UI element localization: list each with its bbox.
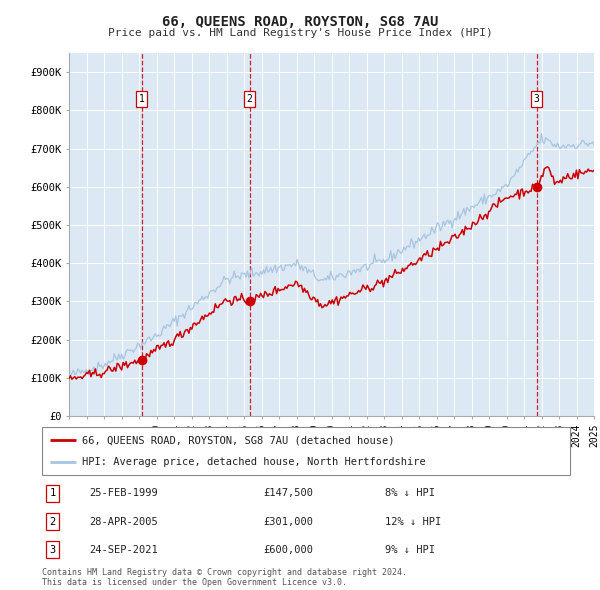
Text: 1: 1	[139, 94, 145, 104]
Text: 25-FEB-1999: 25-FEB-1999	[89, 489, 158, 499]
Text: £600,000: £600,000	[264, 545, 314, 555]
Text: £147,500: £147,500	[264, 489, 314, 499]
Text: 66, QUEENS ROAD, ROYSTON, SG8 7AU (detached house): 66, QUEENS ROAD, ROYSTON, SG8 7AU (detac…	[82, 435, 394, 445]
Text: Price paid vs. HM Land Registry's House Price Index (HPI): Price paid vs. HM Land Registry's House …	[107, 28, 493, 38]
Text: Contains HM Land Registry data © Crown copyright and database right 2024.: Contains HM Land Registry data © Crown c…	[42, 568, 407, 576]
Text: This data is licensed under the Open Government Licence v3.0.: This data is licensed under the Open Gov…	[42, 578, 347, 587]
Text: 12% ↓ HPI: 12% ↓ HPI	[385, 516, 442, 526]
Text: 3: 3	[534, 94, 540, 104]
Text: 24-SEP-2021: 24-SEP-2021	[89, 545, 158, 555]
Text: 66, QUEENS ROAD, ROYSTON, SG8 7AU: 66, QUEENS ROAD, ROYSTON, SG8 7AU	[162, 15, 438, 29]
Text: 9% ↓ HPI: 9% ↓ HPI	[385, 545, 435, 555]
Text: 2: 2	[247, 94, 253, 104]
Text: HPI: Average price, detached house, North Hertfordshire: HPI: Average price, detached house, Nort…	[82, 457, 425, 467]
Text: 1: 1	[49, 489, 56, 499]
Text: 28-APR-2005: 28-APR-2005	[89, 516, 158, 526]
Text: £301,000: £301,000	[264, 516, 314, 526]
Text: 8% ↓ HPI: 8% ↓ HPI	[385, 489, 435, 499]
Text: 2: 2	[49, 516, 56, 526]
Text: 3: 3	[49, 545, 56, 555]
